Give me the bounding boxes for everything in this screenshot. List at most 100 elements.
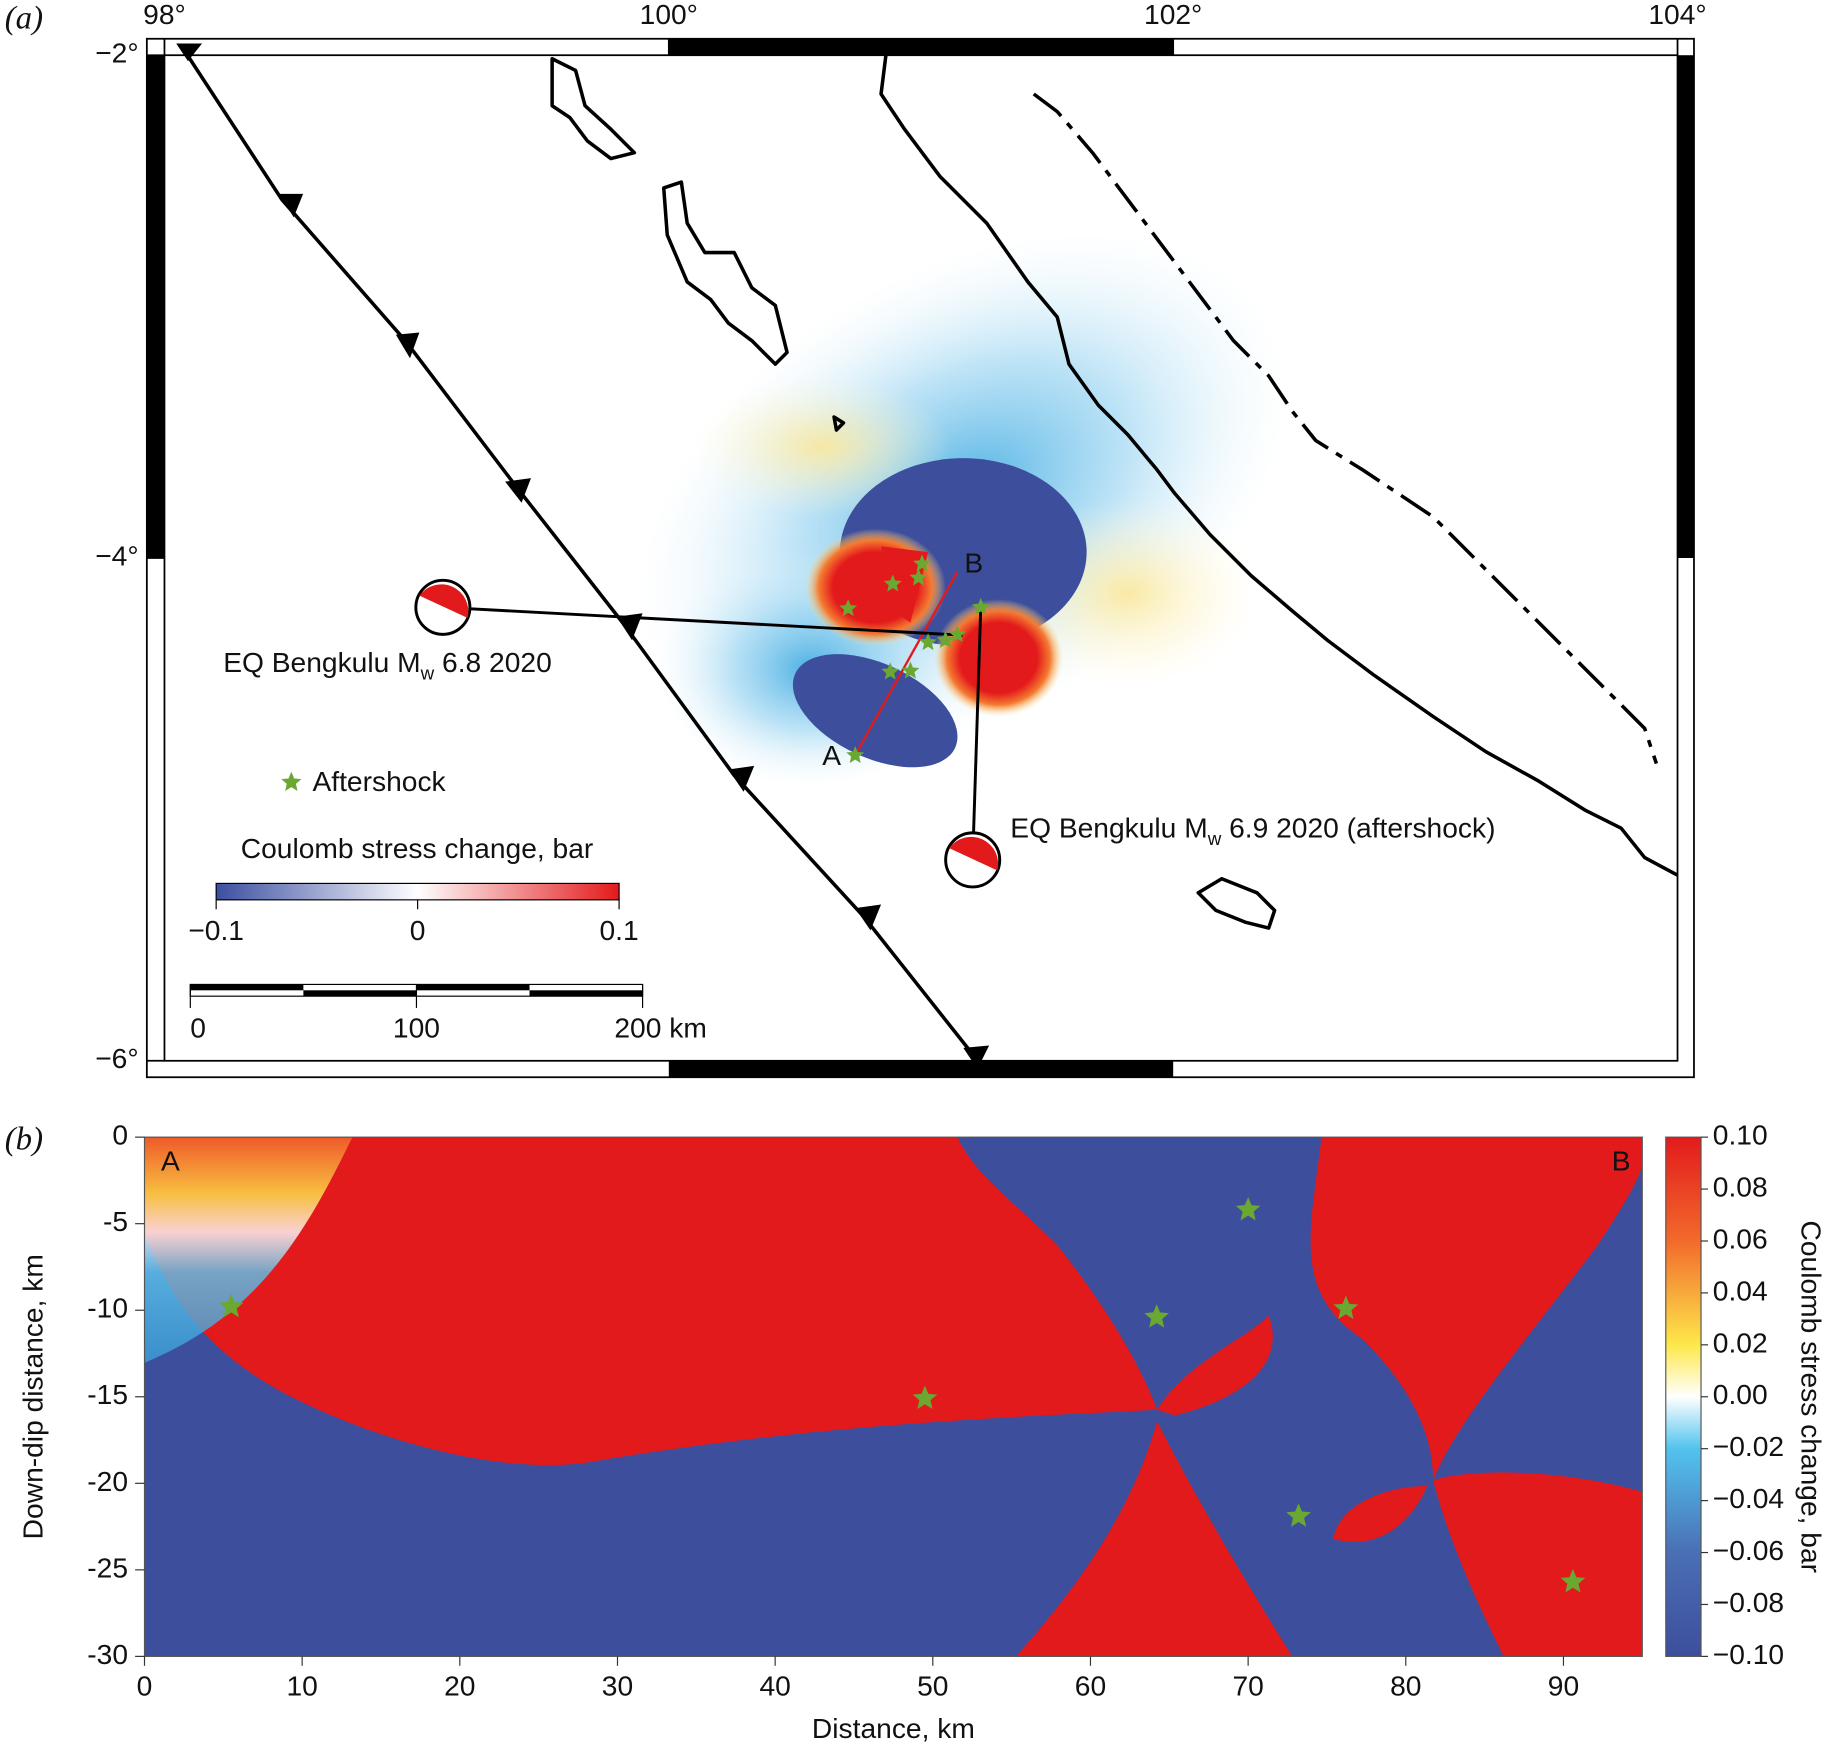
scale-bar-segment — [303, 990, 417, 997]
event-label: EQ Bengkulu Mw 6.9 2020 (aftershock) — [1010, 812, 1495, 849]
beachball-fill — [419, 584, 469, 618]
y-tick-label: 0 — [112, 1119, 128, 1151]
profile-start: A — [822, 739, 841, 771]
aftershock — [901, 661, 920, 679]
event-label: EQ Bengkulu Mw 6.8 2020 — [223, 646, 552, 683]
trench — [176, 43, 990, 1070]
y-tick-label: −6° — [95, 1042, 138, 1074]
colorbar-b — [1665, 1136, 1702, 1657]
aftershock — [971, 597, 990, 615]
profile-line — [854, 571, 959, 756]
x-tick-label: 80 — [1390, 1670, 1421, 1702]
aftershock — [839, 599, 858, 617]
aftershock — [936, 630, 955, 648]
colorbar-title: Coulomb stress change, bar — [1796, 1221, 1828, 1574]
scale-tick-label: 0 — [190, 1012, 206, 1044]
border-segment — [668, 1060, 1174, 1078]
aftershock — [1235, 1196, 1261, 1221]
y-tick-label: -5 — [103, 1205, 128, 1237]
x-tick-label: 104° — [1648, 0, 1706, 30]
section-start: A — [161, 1144, 180, 1176]
x-tick-label: 40 — [759, 1670, 790, 1702]
colorbar-tick-label: 0.06 — [1713, 1222, 1768, 1254]
colorbar-tick-label: 0 — [410, 914, 426, 946]
legend-star — [281, 771, 302, 791]
x-axis-label: Distance, km — [812, 1712, 975, 1744]
y-tick-label: -30 — [87, 1638, 128, 1670]
x-tick-label: 0 — [137, 1670, 153, 1702]
scale-tick-label: 200 km — [614, 1012, 706, 1044]
aftershock — [1333, 1295, 1359, 1319]
event-label-part: 6.9 2020 (aftershock) — [1221, 812, 1495, 844]
beachball-fill — [949, 836, 999, 871]
colorbar-a — [215, 882, 620, 901]
stress-field — [638, 231, 1289, 788]
colorbar-tick-label: −0.10 — [1713, 1638, 1784, 1670]
aftershock — [1560, 1568, 1586, 1593]
scale-tick-label: 100 — [393, 1012, 440, 1044]
scale-bar-segment — [416, 984, 530, 991]
aftershock — [948, 625, 967, 642]
aftershock — [1286, 1503, 1311, 1527]
x-tick-label: 30 — [602, 1670, 633, 1702]
profile-end: B — [964, 546, 983, 578]
aftershock — [909, 568, 928, 586]
aftershock — [913, 554, 931, 572]
x-tick-label: 102° — [1144, 0, 1202, 30]
event-label-part: 6.8 2020 — [434, 646, 552, 678]
colorbar-tick-label: 0.10 — [1713, 1119, 1768, 1151]
border-segment — [668, 38, 1174, 56]
event-label-part: EQ Bengkulu M — [1010, 812, 1207, 844]
y-tick-label: -10 — [87, 1292, 128, 1324]
colorbar-tick-label: −0.08 — [1713, 1586, 1784, 1618]
panel-label: (b) — [5, 1121, 43, 1157]
aftershock — [846, 745, 865, 763]
colorbar-tick-label: 0.04 — [1713, 1274, 1768, 1306]
aftershock — [912, 1385, 938, 1409]
event-label-part: w — [420, 662, 435, 683]
colorbar-title: Coulomb stress change, bar — [241, 832, 594, 864]
section-end: B — [1612, 1144, 1631, 1176]
event-link — [442, 605, 963, 637]
x-tick-label: 100° — [640, 0, 698, 30]
scale-bar-segment — [529, 990, 643, 997]
x-tick-label: 50 — [917, 1670, 948, 1702]
x-tick-label: 90 — [1548, 1670, 1579, 1702]
event-label-part: EQ Bengkulu M — [223, 646, 420, 678]
section-field — [144, 1137, 1643, 1657]
y-axis-label: Down-dip distance, km — [17, 1254, 49, 1539]
event-label-part: w — [1207, 828, 1222, 849]
y-tick-label: -20 — [87, 1465, 128, 1497]
y-tick-label: −2° — [95, 37, 138, 69]
aftershock — [919, 633, 937, 651]
x-tick-label: 70 — [1232, 1670, 1263, 1702]
x-tick-label: 60 — [1075, 1670, 1106, 1702]
legend-label: Aftershock — [312, 765, 446, 797]
aftershock — [883, 574, 902, 592]
colorbar-tick-label: 0.00 — [1713, 1378, 1768, 1410]
colorbar-tick-label: −0.06 — [1713, 1534, 1784, 1566]
colorbar-tick-label: 0.1 — [599, 914, 638, 946]
aftershock — [881, 662, 900, 680]
coastlines — [550, 46, 1679, 930]
y-tick-label: -15 — [87, 1378, 128, 1410]
border-segment — [1677, 55, 1694, 559]
figure-body: 98° 100° 102° 104° −2° −4° −6° (a) A B EQ Bengkulu… — [5, 0, 1828, 1744]
colorbar-tick-label: −0.02 — [1713, 1430, 1784, 1462]
border-segment — [146, 55, 165, 559]
colorbar-tick-label: 0.08 — [1713, 1171, 1768, 1203]
x-tick-label: 98° — [143, 0, 186, 30]
colorbar-tick-label: −0.04 — [1713, 1482, 1784, 1514]
panel-label: (a) — [5, 1, 43, 37]
x-tick-label: 20 — [444, 1670, 475, 1702]
event-link — [971, 607, 983, 860]
colorbar-tick-label: 0.02 — [1713, 1326, 1768, 1358]
y-tick-label: -25 — [87, 1551, 128, 1583]
y-tick-label: −4° — [95, 539, 138, 571]
scale-bar-segment — [190, 984, 304, 991]
colorbar-tick-label: −0.1 — [188, 914, 244, 946]
x-tick-label: 10 — [286, 1670, 317, 1702]
aftershock — [218, 1293, 244, 1318]
